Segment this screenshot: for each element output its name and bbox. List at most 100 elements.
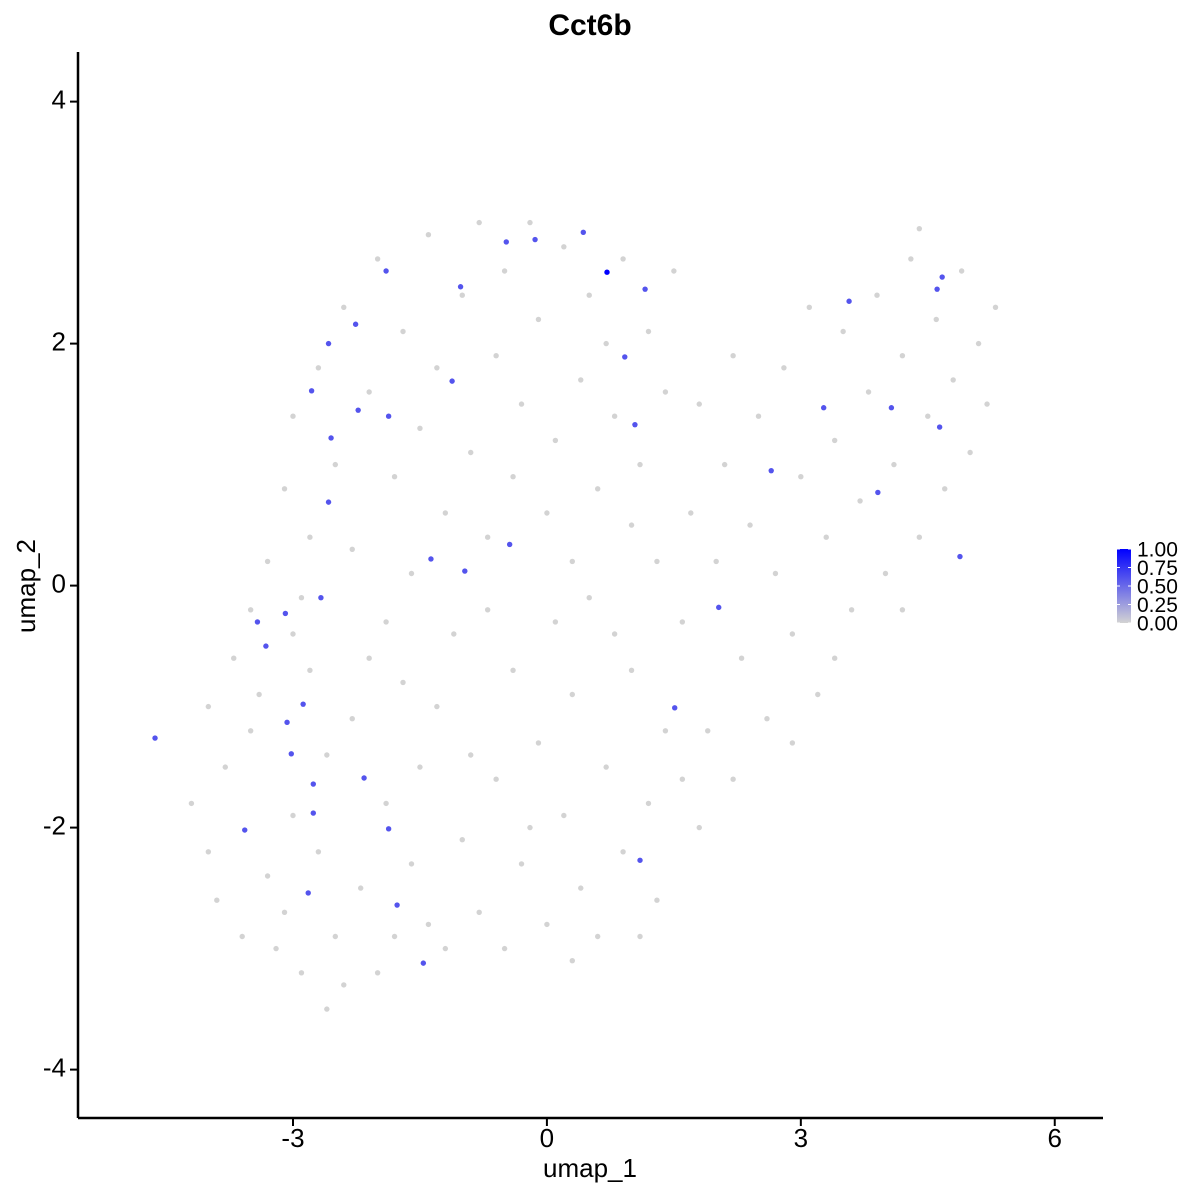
point: [394, 902, 400, 908]
point: [298, 595, 305, 601]
point: [578, 885, 584, 891]
point: [408, 861, 415, 867]
point: [352, 321, 359, 327]
point: [254, 619, 261, 625]
point: [374, 256, 381, 262]
point: [510, 474, 516, 480]
point: [781, 365, 787, 371]
point: [696, 824, 702, 831]
point: [535, 316, 542, 323]
point: [789, 631, 796, 637]
point: [493, 776, 499, 782]
point: [282, 610, 289, 617]
point: [361, 775, 367, 781]
point: [899, 353, 906, 359]
point: [764, 716, 770, 722]
y-tick-label: 2: [52, 326, 66, 356]
point: [484, 607, 491, 613]
point: [857, 498, 863, 504]
point: [324, 1006, 330, 1012]
point: [654, 558, 660, 565]
point: [637, 933, 643, 940]
point: [916, 225, 923, 232]
point: [535, 740, 542, 746]
point: [527, 219, 533, 226]
x-tick-label: 6: [1048, 1123, 1062, 1153]
chart-title: Cct6b: [548, 9, 631, 42]
point: [501, 945, 508, 952]
point: [637, 461, 643, 468]
point: [840, 328, 846, 335]
point: [325, 499, 332, 505]
point: [561, 244, 567, 250]
point: [400, 328, 406, 335]
point: [806, 304, 812, 311]
point: [462, 568, 468, 574]
point: [882, 570, 889, 577]
point: [442, 945, 449, 952]
point: [242, 827, 248, 833]
point: [468, 449, 474, 456]
point: [532, 236, 538, 243]
colorbar-tick-label: 0.50: [1137, 576, 1178, 599]
point: [442, 510, 449, 516]
point: [831, 437, 838, 444]
point: [449, 378, 455, 384]
point: [273, 945, 279, 952]
point: [300, 701, 306, 707]
point: [417, 425, 423, 432]
point: [281, 486, 288, 492]
point: [366, 389, 372, 395]
point: [152, 735, 158, 741]
point: [637, 857, 643, 863]
point: [324, 752, 330, 758]
point: [594, 486, 601, 492]
point: [645, 800, 652, 807]
point: [823, 534, 829, 540]
point: [420, 960, 427, 966]
point: [620, 849, 626, 855]
x-axis-label: umap_1: [543, 1153, 637, 1183]
point: [428, 556, 434, 562]
point: [578, 377, 584, 383]
point: [721, 461, 728, 468]
point: [527, 824, 533, 831]
point: [484, 534, 491, 540]
point: [264, 873, 271, 879]
point: [247, 607, 254, 613]
point: [459, 837, 465, 843]
point: [457, 284, 464, 290]
point: [355, 407, 361, 413]
point: [569, 691, 576, 698]
point: [696, 401, 702, 407]
point: [518, 401, 525, 407]
point: [434, 703, 440, 710]
point: [679, 619, 686, 625]
point: [308, 388, 315, 394]
point: [264, 558, 271, 565]
point: [967, 449, 973, 456]
point: [305, 890, 311, 896]
point: [622, 354, 628, 360]
point: [662, 728, 669, 734]
point: [984, 401, 990, 407]
y-tick-label: -4: [43, 1052, 66, 1082]
point: [451, 631, 457, 637]
point: [298, 970, 305, 976]
x-tick-label: -3: [281, 1123, 304, 1153]
point: [476, 219, 482, 226]
point: [425, 921, 432, 928]
colorbar-tick-label: 1.00: [1137, 539, 1178, 562]
point: [383, 619, 389, 625]
point: [341, 982, 347, 988]
x-tick-label: 3: [794, 1123, 808, 1153]
point: [815, 691, 821, 698]
point: [544, 921, 550, 928]
point: [772, 570, 779, 577]
point: [501, 268, 508, 274]
point: [891, 461, 897, 468]
point: [620, 256, 626, 262]
point: [936, 424, 943, 430]
point: [518, 861, 525, 867]
